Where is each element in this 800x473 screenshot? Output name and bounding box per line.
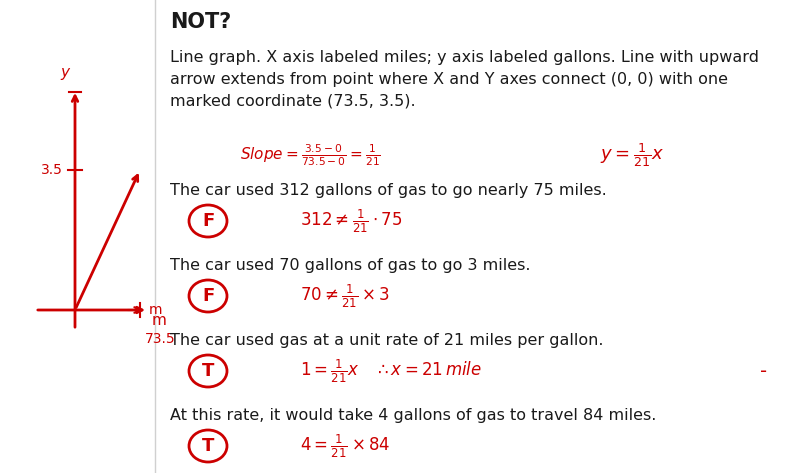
Text: m: m <box>149 303 162 317</box>
Text: $4=\frac{1}{21} \times 84$: $4=\frac{1}{21} \times 84$ <box>300 432 390 460</box>
Text: 73.5: 73.5 <box>145 332 176 346</box>
Text: Line graph. X axis labeled miles; y axis labeled gallons. Line with upward: Line graph. X axis labeled miles; y axis… <box>170 50 759 65</box>
Text: NOT?: NOT? <box>170 12 231 32</box>
Text: m: m <box>152 313 167 328</box>
Text: $70 \neq \frac{1}{21} \times 3$: $70 \neq \frac{1}{21} \times 3$ <box>300 282 390 310</box>
Text: $y=\frac{1}{21}x$: $y=\frac{1}{21}x$ <box>600 141 664 169</box>
Text: y: y <box>61 65 70 80</box>
Text: -: - <box>760 361 767 380</box>
Text: $Slope = \frac{3.5-0}{73.5-0} = \frac{1}{21}$: $Slope = \frac{3.5-0}{73.5-0} = \frac{1}… <box>240 142 381 168</box>
Text: marked coordinate (73.5, 3.5).: marked coordinate (73.5, 3.5). <box>170 94 416 109</box>
Text: The car used gas at a unit rate of 21 miles per gallon.: The car used gas at a unit rate of 21 mi… <box>170 333 603 348</box>
Text: T: T <box>202 437 214 455</box>
Text: $1=\frac{1}{21}x \quad \therefore x= 21 \, mile$: $1=\frac{1}{21}x \quad \therefore x= 21 … <box>300 357 482 385</box>
Text: At this rate, it would take 4 gallons of gas to travel 84 miles.: At this rate, it would take 4 gallons of… <box>170 408 656 423</box>
Text: arrow extends from point where X and Y axes connect (0, 0) with one: arrow extends from point where X and Y a… <box>170 72 728 87</box>
Text: F: F <box>202 212 214 230</box>
Text: $312 \neq \frac{1}{21} \cdot 75$: $312 \neq \frac{1}{21} \cdot 75$ <box>300 207 402 235</box>
Text: The car used 70 gallons of gas to go 3 miles.: The car used 70 gallons of gas to go 3 m… <box>170 258 530 273</box>
Text: The car used 312 gallons of gas to go nearly 75 miles.: The car used 312 gallons of gas to go ne… <box>170 183 606 198</box>
Text: 3.5: 3.5 <box>41 163 63 177</box>
Text: F: F <box>202 287 214 305</box>
Text: T: T <box>202 362 214 380</box>
